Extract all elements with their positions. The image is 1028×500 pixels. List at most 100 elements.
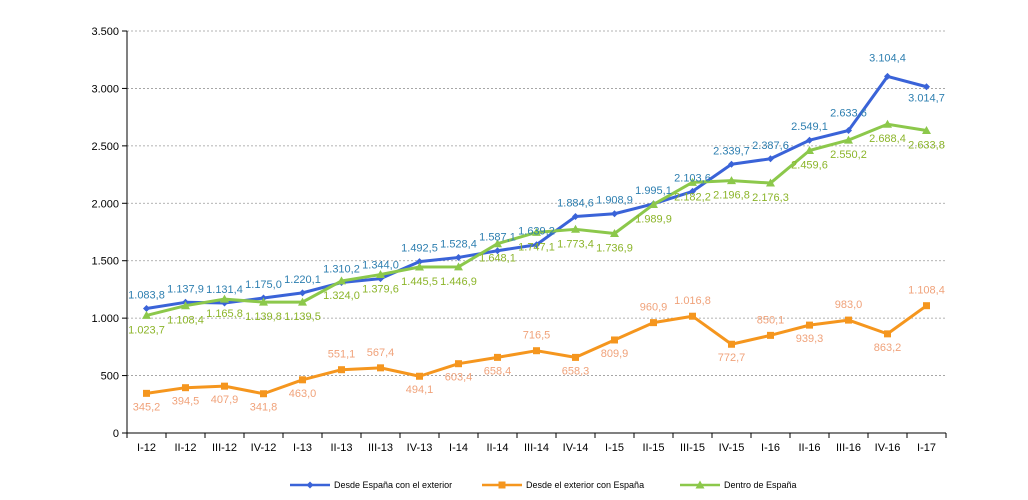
data-label: 345,2 — [133, 401, 161, 413]
legend-label: Dentro de España — [724, 480, 797, 490]
data-point — [689, 312, 696, 320]
data-point — [182, 384, 189, 392]
data-label: 1.379,6 — [362, 284, 399, 296]
legend-item-2: Desde el exterior con España — [482, 480, 644, 490]
y-tick-label: 0 — [113, 428, 119, 440]
series-lines — [142, 72, 931, 398]
data-point — [376, 270, 385, 279]
data-point — [416, 258, 423, 266]
data-point — [533, 241, 540, 249]
legend-label: Desde el exterior con España — [526, 480, 644, 490]
data-labels: 1.083,81.137,9 1.131,4 1.175,0 1.220,11.310… — [128, 52, 945, 413]
data-point — [884, 72, 891, 80]
data-point — [377, 364, 384, 372]
x-tick-label: I-15 — [605, 442, 624, 454]
x-tick-label: I-12 — [137, 442, 156, 454]
y-tick-label: 1.000 — [91, 313, 119, 325]
data-point — [572, 353, 579, 361]
x-tick-label: IV-16 — [875, 442, 901, 454]
data-point — [571, 224, 580, 233]
data-point — [805, 145, 814, 154]
x-tick-label: III-13 — [368, 442, 393, 454]
x-tick-label: II-15 — [642, 442, 664, 454]
legend-label: Desde España con el exterior — [334, 480, 452, 490]
data-point — [181, 301, 190, 310]
data-point — [494, 247, 501, 255]
data-point — [298, 297, 307, 306]
x-tick-label: III-14 — [524, 442, 549, 454]
data-point — [767, 155, 774, 163]
x-tick-label: I-14 — [449, 442, 468, 454]
data-label: 658,3 — [562, 365, 590, 377]
data-label: 1.083,8 — [128, 290, 165, 302]
data-label: 2.550,2 — [830, 149, 867, 161]
x-tick-label: II-12 — [174, 442, 196, 454]
x-tick-label: II-16 — [798, 442, 820, 454]
data-label: 341,8 — [250, 402, 278, 414]
data-point — [260, 390, 267, 398]
y-tick-label: 3.500 — [91, 26, 119, 38]
data-point — [142, 310, 151, 319]
data-point — [454, 262, 463, 271]
data-label: 567,4 — [367, 347, 395, 359]
data-point — [455, 253, 462, 261]
data-label: 1.310,2 — [323, 264, 360, 276]
data-label: 603,4 — [445, 372, 473, 384]
data-point — [299, 289, 306, 297]
x-tick-label: II-13 — [330, 442, 352, 454]
data-point — [767, 331, 774, 339]
data-label: 1.108,4 — [908, 285, 945, 297]
data-label: 1.908,9 — [596, 195, 633, 207]
data-point — [728, 340, 735, 348]
data-label: 1.175,0 — [245, 279, 282, 291]
data-labels-series-1: 1.083,81.137,9 1.131,4 1.175,0 1.220,11.310… — [128, 52, 945, 301]
data-point — [922, 125, 931, 134]
data-point — [923, 302, 930, 310]
x-tick-label: IV-12 — [251, 442, 277, 454]
y-tick-label: 500 — [101, 371, 119, 383]
data-label: 1.995,1 — [635, 185, 672, 197]
data-label: 1.137,9 — [167, 283, 204, 295]
x-tick-label: IV-14 — [563, 442, 589, 454]
data-label: 1.023,7 — [128, 324, 165, 336]
data-label: 850,1 — [757, 314, 785, 326]
data-point — [689, 187, 696, 195]
data-point — [338, 366, 345, 374]
legend-marker — [695, 480, 705, 489]
data-point — [688, 177, 697, 186]
data-point — [220, 294, 229, 303]
y-tick-label: 2.500 — [91, 141, 119, 153]
series-line — [146, 74, 927, 310]
data-label: 1.492,5 — [401, 243, 438, 255]
data-label: 2.549,1 — [791, 121, 828, 133]
data-point — [884, 330, 891, 338]
data-label: 2.196,8 — [713, 190, 750, 202]
data-label: 1.773,4 — [557, 238, 594, 250]
data-labels-series-3: 1.023,71.108,41.165,8 1.139,8 1.139,51.324… — [128, 133, 945, 336]
data-point — [883, 119, 892, 128]
data-label: 1.736,9 — [596, 243, 633, 255]
data-point — [610, 229, 619, 238]
data-point — [727, 176, 736, 185]
data-label: 1.220,1 — [284, 274, 321, 286]
x-tick-label: I-16 — [761, 442, 780, 454]
data-label: 2.387,6 — [752, 140, 789, 152]
data-point — [845, 316, 852, 324]
data-label: 1.131,4 — [206, 284, 243, 296]
data-point — [415, 262, 424, 271]
data-label: 1.324,0 — [323, 290, 360, 302]
data-label: 3.104,4 — [869, 52, 906, 64]
data-point — [533, 347, 540, 355]
data-label: 1.989,9 — [635, 213, 672, 225]
data-point — [844, 135, 853, 144]
data-point — [766, 178, 775, 187]
y-tick-label: 2.000 — [91, 198, 119, 210]
data-label: 1.587,1 — [479, 232, 516, 244]
y-tick-label: 1.500 — [91, 256, 119, 268]
data-label: 2.633,6 — [830, 108, 867, 120]
data-point — [455, 360, 462, 368]
data-point — [572, 213, 579, 221]
data-label: 551,1 — [328, 349, 356, 361]
data-point — [650, 319, 657, 327]
data-label: 1.648,1 — [479, 253, 516, 265]
